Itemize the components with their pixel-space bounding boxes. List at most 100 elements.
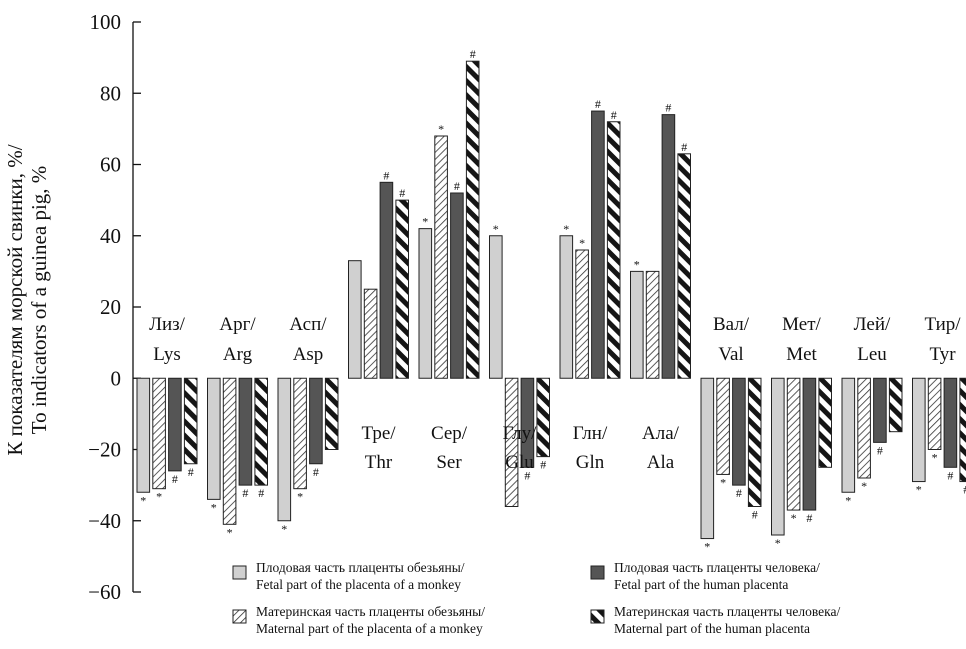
category-labels: Лиз/Lys Арг/Arg Асп/Asp Тре/Thr Сер/Ser Глу/G… [149,314,961,473]
bar [747,377,762,507]
legend-label-en: Fetal part of the placenta of a monkey [256,577,461,592]
bar [645,270,660,379]
y-axis-title-ru: К показателям морской свинки, %/ [3,144,27,455]
significance-mark-hash: # [752,508,758,522]
significance-mark-hash: # [681,140,687,154]
bar [606,121,621,379]
significance-mark-asterisk: * [438,122,444,136]
bar [363,288,378,379]
significance-mark-hash: # [947,468,953,482]
category-label-ru: Арг/ [219,314,256,335]
legend-label-ru: Плодовая часть плаценты человека/ [614,560,820,575]
significance-mark-hash: # [258,486,264,500]
significance-mark-hash: # [806,511,812,525]
category-label-ru: Глн/ [573,423,608,444]
legend-label-en: Fetal part of the human placenta [614,577,788,592]
bar [818,377,833,468]
significance-mark-asterisk: * [281,522,287,536]
significance-mark-hash: # [611,108,617,122]
significance-mark-hash: # [470,47,476,61]
bar [293,377,307,490]
bar [771,377,785,536]
significance-mark-asterisk: * [775,536,781,550]
bar [309,377,323,465]
significance-mark-asterisk: * [634,257,640,271]
bar [802,377,817,511]
legend-label-en: Maternal part of the human placenta [614,621,810,636]
category-label-en: Ser [436,452,462,473]
bar [379,181,394,379]
legend-label-ru: Плодовая часть плаценты обезьяны/ [256,560,465,575]
significance-mark-hash: # [665,101,671,115]
legend-label-en: Maternal part of the placenta of a monke… [256,621,483,636]
legend-swatch [590,609,605,624]
bar [591,110,605,379]
significance-mark-asterisk: * [579,236,585,250]
category-label-en: Asp [293,344,324,365]
bar [238,377,253,486]
bar [489,235,503,379]
y-axis: −60 −40 −20 0 20 40 60 80 100 [88,10,141,604]
category-label-ru: Ала/ [642,423,680,444]
bar [716,377,730,475]
bar [841,377,856,493]
category-label-ru: Мет/ [782,314,821,335]
category-label-en: Lys [153,344,180,365]
category-label-ru: Вал/ [713,314,750,335]
bar [661,114,676,379]
bar [630,270,644,379]
bar [575,249,589,379]
significance-mark-asterisk: * [227,525,233,539]
significance-mark-asterisk: * [791,511,797,525]
bar [888,377,903,433]
y-tick-label: 40 [100,224,121,248]
category-label-en: Val [718,344,743,365]
category-label-ru: Лиз/ [149,314,186,335]
bar [277,377,292,522]
category-label-en: Glu [505,452,534,473]
y-axis-label: К показателям морской свинки, %/To indic… [3,144,51,455]
significance-mark-asterisk: * [563,222,569,236]
bar [559,235,574,379]
bar [183,377,198,465]
y-tick-label: 20 [100,295,121,319]
bar [927,377,942,450]
category-label-en: Met [786,344,817,365]
significance-mark-hash: # [188,465,194,479]
bar [857,377,871,479]
significance-mark-hash: # [172,472,178,486]
category-label-en: Gln [576,452,605,473]
bar [943,377,958,468]
bar [207,377,221,500]
bar [168,377,182,472]
category-label-en: Ala [647,452,675,473]
category-label-en: Arg [223,344,253,365]
bar [677,153,692,379]
significance-mark-hash: # [313,465,319,479]
significance-mark-hash: # [963,483,966,497]
legend-swatch [232,565,247,580]
y-tick-label: 60 [100,153,121,177]
bar [520,377,535,468]
significance-mark-asterisk: * [140,493,146,507]
category-label-ru: Тре/ [361,423,396,444]
y-tick-label: −40 [88,509,121,533]
significance-mark-asterisk: * [422,215,428,229]
bar [450,192,464,379]
bar [959,377,966,483]
bar [222,377,237,525]
bars: * * # # * * # # * * # # # * * # # * # # * * # # * # # * * # # * * # * * # * * #… [136,47,966,554]
significance-mark-hash: # [383,168,389,182]
bar [912,377,926,483]
bar [395,199,409,379]
bar [152,377,166,490]
significance-mark-hash: # [540,458,546,472]
significance-mark-hash: # [454,179,460,193]
category-label-en: Tyr [929,344,956,365]
bar [434,135,448,379]
category-label-ru: Лей/ [854,314,891,335]
bar [348,260,362,379]
category-label-ru: Тир/ [924,314,961,335]
bar [504,377,519,507]
